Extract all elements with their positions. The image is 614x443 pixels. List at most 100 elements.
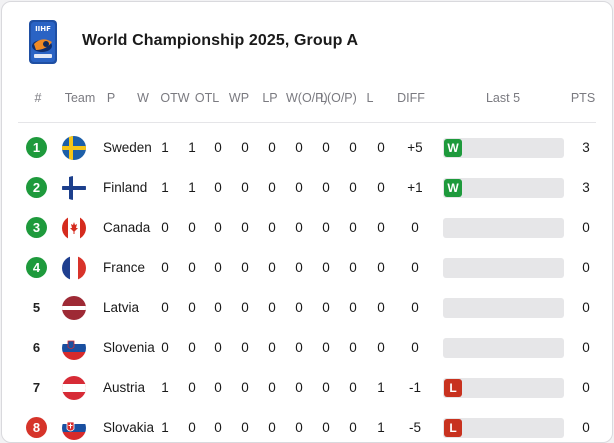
stat-l-op: 0 <box>349 380 357 395</box>
stat-diff: -1 <box>408 380 421 395</box>
team-name[interactable]: Canada <box>103 220 151 235</box>
stat-l: 0 <box>377 260 385 275</box>
stat-otl: 0 <box>241 340 249 355</box>
stat-p: 0 <box>161 340 169 355</box>
stat-diff: 0 <box>411 220 419 235</box>
stat-lp: 0 <box>295 340 303 355</box>
stat-l-op: 0 <box>349 260 357 275</box>
stat-p: 1 <box>161 420 169 435</box>
stat-otl: 0 <box>241 260 249 275</box>
latvia-flag-icon <box>62 296 86 320</box>
stat-otl: 0 <box>241 380 249 395</box>
page-title: World Championship 2025, Group A <box>82 32 359 49</box>
col-lp: LP <box>262 91 278 105</box>
team-name[interactable]: Latvia <box>103 300 140 315</box>
stat-diff: 0 <box>411 340 419 355</box>
stat-w: 0 <box>188 260 196 275</box>
last5-bar <box>443 338 564 358</box>
stat-otl: 0 <box>241 140 249 155</box>
team-name[interactable]: Slovenia <box>103 340 155 355</box>
stat-otl: 0 <box>241 220 249 235</box>
last5-bar: W <box>443 138 564 158</box>
col-otl: OTL <box>194 91 220 105</box>
stat-wp: 0 <box>268 340 276 355</box>
table-row[interactable]: 5 Latvia 0 0 0 0 0 0 0 0 0 0 0 <box>2 288 612 328</box>
stat-l-op: 0 <box>349 180 357 195</box>
col-last5: Last 5 <box>485 91 521 105</box>
stat-otw: 0 <box>214 380 222 395</box>
stat-otl: 0 <box>241 180 249 195</box>
stat-diff: 0 <box>411 260 419 275</box>
table-row[interactable]: 1 Sweden 1 1 0 0 0 0 0 0 0 +5 W 3 <box>2 128 612 168</box>
stat-lp: 0 <box>295 300 303 315</box>
france-flag-icon <box>62 256 86 280</box>
points: 3 <box>582 140 590 155</box>
stat-lp: 0 <box>295 420 303 435</box>
stat-l: 1 <box>377 420 385 435</box>
iihf-logo: IIHF <box>28 20 58 66</box>
rank-badge: 8 <box>26 417 47 438</box>
rank-badge: 3 <box>26 217 47 238</box>
stat-l-op: 0 <box>349 420 357 435</box>
col-team: Team <box>64 91 96 105</box>
points: 0 <box>582 260 590 275</box>
stat-p: 1 <box>161 180 169 195</box>
result-badge: W <box>444 139 462 157</box>
stat-l: 0 <box>377 340 385 355</box>
team-name[interactable]: Austria <box>103 380 146 395</box>
stat-l-op: 0 <box>349 140 357 155</box>
stat-wp: 0 <box>268 260 276 275</box>
col-w-op: W(O/P) <box>286 91 328 105</box>
stat-lp: 0 <box>295 180 303 195</box>
last5-bar: W <box>443 178 564 198</box>
stat-p: 0 <box>161 260 169 275</box>
points: 0 <box>582 340 590 355</box>
result-badge: W <box>444 179 462 197</box>
stat-w-op: 0 <box>322 220 330 235</box>
stat-wp: 0 <box>268 140 276 155</box>
team-name[interactable]: France <box>103 260 146 275</box>
stat-otw: 0 <box>214 140 222 155</box>
rank-badge: 1 <box>26 137 47 158</box>
table-row[interactable]: 3 Canada 0 0 0 0 0 0 0 0 0 0 0 <box>2 208 612 248</box>
stat-lp: 0 <box>295 140 303 155</box>
sweden-flag-icon <box>62 136 86 160</box>
team-name[interactable]: Sweden <box>103 140 152 155</box>
col-pts: PTS <box>570 91 596 105</box>
result-badge: L <box>444 419 462 437</box>
stat-w-op: 0 <box>322 140 330 155</box>
points: 0 <box>582 300 590 315</box>
last5-bar: L <box>443 378 564 398</box>
stat-w: 1 <box>188 180 196 195</box>
stat-p: 1 <box>161 380 169 395</box>
last5-bar <box>443 218 564 238</box>
table-row[interactable]: 7 Austria 1 0 0 0 0 0 0 0 1 -1 L 0 <box>2 368 612 408</box>
stat-otw: 0 <box>214 340 222 355</box>
last5-bar: L <box>443 418 564 438</box>
stat-w: 0 <box>188 300 196 315</box>
stat-otl: 0 <box>241 300 249 315</box>
table-row[interactable]: 2 Finland 1 1 0 0 0 0 0 0 0 +1 W 3 <box>2 168 612 208</box>
stat-diff: 0 <box>411 300 419 315</box>
last5-bar <box>443 298 564 318</box>
team-name[interactable]: Slovakia <box>103 420 155 435</box>
points: 0 <box>582 220 590 235</box>
stat-w-op: 0 <box>322 340 330 355</box>
stat-p: 1 <box>161 140 169 155</box>
points: 3 <box>582 180 590 195</box>
stat-w: 0 <box>188 340 196 355</box>
stat-w-op: 0 <box>322 380 330 395</box>
table-row[interactable]: 4 France 0 0 0 0 0 0 0 0 0 0 0 <box>2 248 612 288</box>
stat-otw: 0 <box>214 300 222 315</box>
stat-p: 0 <box>161 300 169 315</box>
stat-wp: 0 <box>268 420 276 435</box>
table-row[interactable]: 8 Slovakia 1 0 0 0 0 0 0 0 1 -5 L 0 <box>2 408 612 442</box>
rank-badge: 6 <box>32 340 41 355</box>
stat-l: 0 <box>377 220 385 235</box>
rank-badge: 7 <box>32 380 41 395</box>
stat-w-op: 0 <box>322 300 330 315</box>
team-name[interactable]: Finland <box>103 180 148 195</box>
table-row[interactable]: 6 Slovenia 0 0 0 0 0 0 0 0 0 0 0 <box>2 328 612 368</box>
logo-lettering: IIHF <box>35 25 51 33</box>
